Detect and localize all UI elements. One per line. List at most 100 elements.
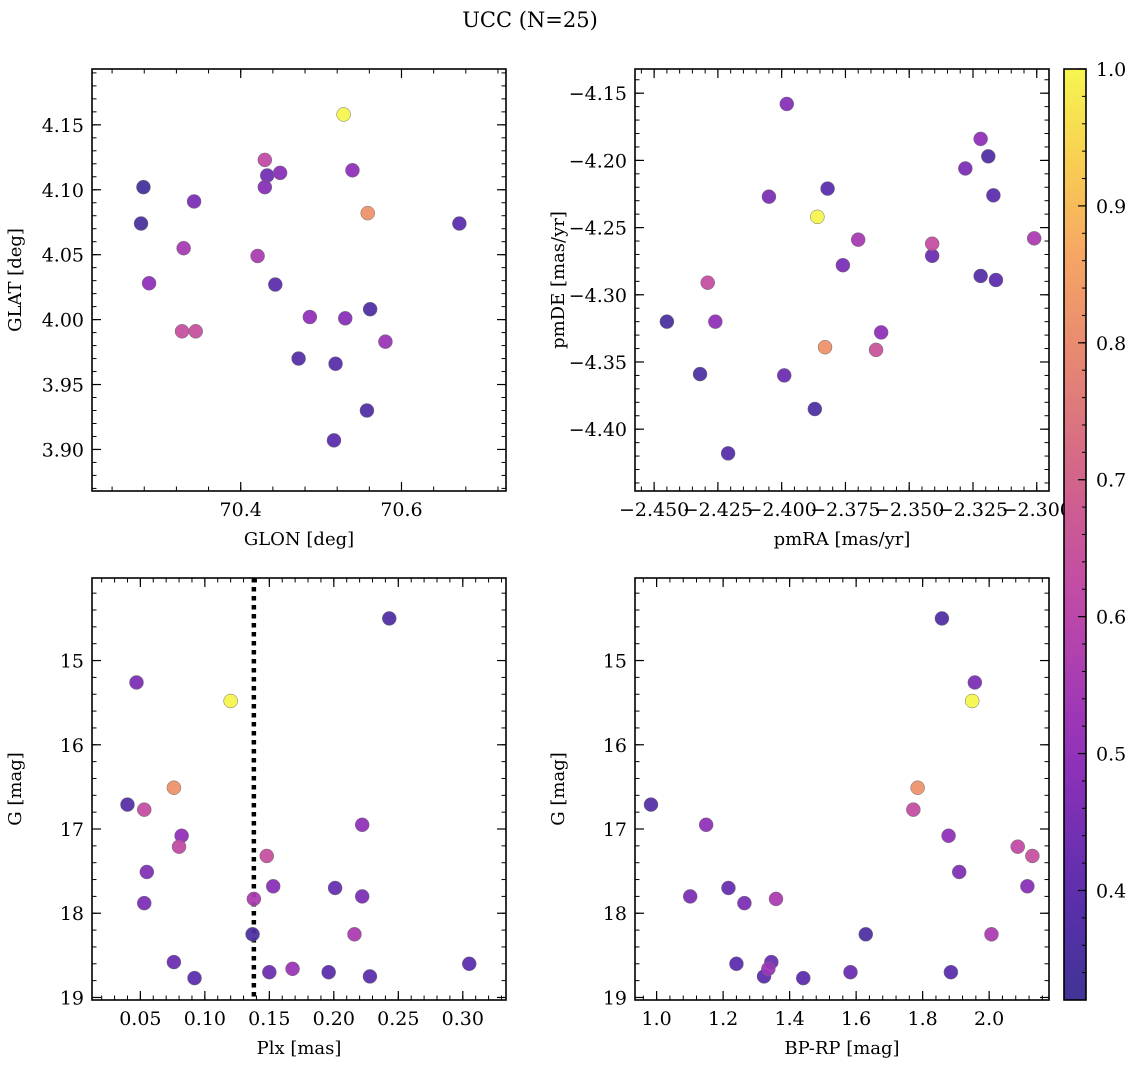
x-tick-label: −2.325 — [938, 499, 1008, 521]
x-tick-label: −2.425 — [683, 499, 753, 521]
x-tick-label: −2.450 — [619, 499, 689, 521]
x-axis-label: Plx [mas] — [257, 1038, 342, 1059]
scatter-point — [345, 163, 360, 178]
scatter-point — [807, 401, 823, 417]
scatter-point — [850, 232, 866, 247]
colorbar-tick-label: 1.0 — [1096, 59, 1126, 81]
scatter-point — [246, 891, 262, 907]
plot-frame — [634, 68, 1050, 492]
scatter-point — [285, 961, 300, 977]
x-tick-label: 1.8 — [908, 1008, 938, 1030]
scatter-point — [272, 165, 288, 181]
plot-frame — [634, 577, 1050, 1001]
x-tick-label: 1.0 — [642, 1008, 672, 1030]
scatter-point — [166, 954, 182, 970]
scatter-point — [136, 179, 151, 195]
x-tick-label: 1.4 — [775, 1008, 805, 1030]
y-tick-label: −4.35 — [569, 352, 627, 374]
y-axis-label: G [mag] — [5, 752, 26, 825]
scatter-point — [700, 275, 715, 290]
x-axis-label: GLON [deg] — [244, 529, 354, 550]
figure-title: UCC (N=25) — [462, 8, 598, 32]
scatter-point — [362, 969, 378, 984]
y-tick-label: 17 — [603, 819, 627, 841]
scatter-point — [986, 188, 1001, 203]
scatter-point — [327, 880, 343, 896]
x-tick-label: 70.4 — [220, 499, 262, 521]
panel-plx-g: 0.05 0.10 0.15 0.20 0.25 0.30 15 16 17 18 19 Plx [m… — [5, 577, 507, 1059]
scatter-point — [659, 314, 675, 329]
scatter-point — [139, 864, 155, 880]
scatter-point — [964, 693, 980, 709]
scatter-point — [692, 366, 708, 382]
scatter-point — [820, 181, 835, 196]
y-tick-label: 17 — [60, 819, 84, 841]
scatter-point — [257, 179, 273, 195]
x-tick-label: 1.6 — [841, 1008, 871, 1030]
x-tick-label: 0.10 — [184, 1008, 226, 1030]
scatter-point — [360, 205, 375, 221]
scatter-point — [461, 956, 477, 972]
x-tick-label: 70.6 — [380, 499, 422, 521]
scatter-point — [378, 334, 393, 349]
colorbar-gradient — [1064, 69, 1086, 1000]
x-tick-label: 1.2 — [708, 1008, 738, 1030]
panel-bprp-g: 1.0 1.2 1.4 1.6 1.8 2.0 15 16 17 18 19 BP-RP [mag] G… — [548, 577, 1050, 1059]
scatter-point — [761, 961, 776, 977]
scatter-point — [984, 927, 999, 942]
x-tick-label: 2.0 — [974, 1008, 1004, 1030]
y-tick-label: −4.20 — [569, 150, 627, 172]
scatter-point — [171, 839, 187, 854]
scatter-point — [362, 301, 378, 317]
x-tick-label: 0.15 — [248, 1008, 290, 1030]
scatter-point — [174, 324, 190, 339]
scatter-point — [245, 927, 260, 942]
scatter-point — [720, 446, 736, 461]
x-tick-label: −2.350 — [874, 499, 944, 521]
y-tick-label: 4.15 — [42, 115, 84, 137]
plot-frame — [91, 577, 507, 1001]
scatter-point — [136, 802, 152, 817]
y-axis-label: pmDE [mas/yr] — [548, 211, 569, 349]
x-tick-label: −2.400 — [747, 499, 817, 521]
y-tick-label: 4.10 — [42, 180, 84, 202]
y-tick-label: 15 — [60, 651, 84, 673]
scatter-point — [133, 216, 149, 231]
scatter-point — [943, 964, 959, 980]
scatter-point — [951, 864, 967, 880]
scatter-point — [810, 209, 825, 225]
scatter-point — [328, 356, 343, 372]
scatter-point — [321, 964, 336, 980]
scatter-point — [643, 797, 659, 812]
scatter-point — [187, 970, 202, 986]
y-tick-label: 3.90 — [42, 439, 84, 461]
scatter-point — [958, 161, 973, 176]
scatter-point — [259, 848, 275, 864]
y-axis-label: GLAT [deg] — [5, 228, 26, 332]
y-tick-label: −4.40 — [569, 419, 627, 441]
colorbar-tick-label: 0.4 — [1096, 880, 1126, 902]
scatter-point — [981, 149, 996, 164]
panel-pmra-pmde: −2.450−2.425−2.400−2.375−2.350−2.325−2.3… — [548, 68, 1072, 550]
scatter-point — [1010, 839, 1025, 854]
y-tick-label: 4.05 — [42, 245, 84, 267]
y-tick-label: 16 — [60, 735, 84, 757]
scatter-point — [359, 403, 375, 418]
scatter-point — [910, 780, 925, 795]
scatter-point — [1025, 848, 1040, 864]
colorbar-tick-label: 0.7 — [1096, 470, 1126, 492]
scatter-point — [721, 880, 736, 896]
scatter-point — [268, 277, 283, 292]
scatter-point — [302, 309, 318, 325]
scatter-point — [967, 675, 983, 690]
scatter-point — [729, 956, 744, 972]
scatter-point — [835, 257, 851, 273]
scatter-point — [257, 152, 273, 168]
scatter-point — [354, 889, 370, 904]
scatter-point — [906, 802, 921, 817]
colorbar-tick-label: 0.8 — [1096, 333, 1126, 355]
scatter-point — [250, 248, 265, 264]
colorbar-tick-label: 0.5 — [1096, 744, 1126, 766]
scatter-point — [188, 324, 203, 339]
